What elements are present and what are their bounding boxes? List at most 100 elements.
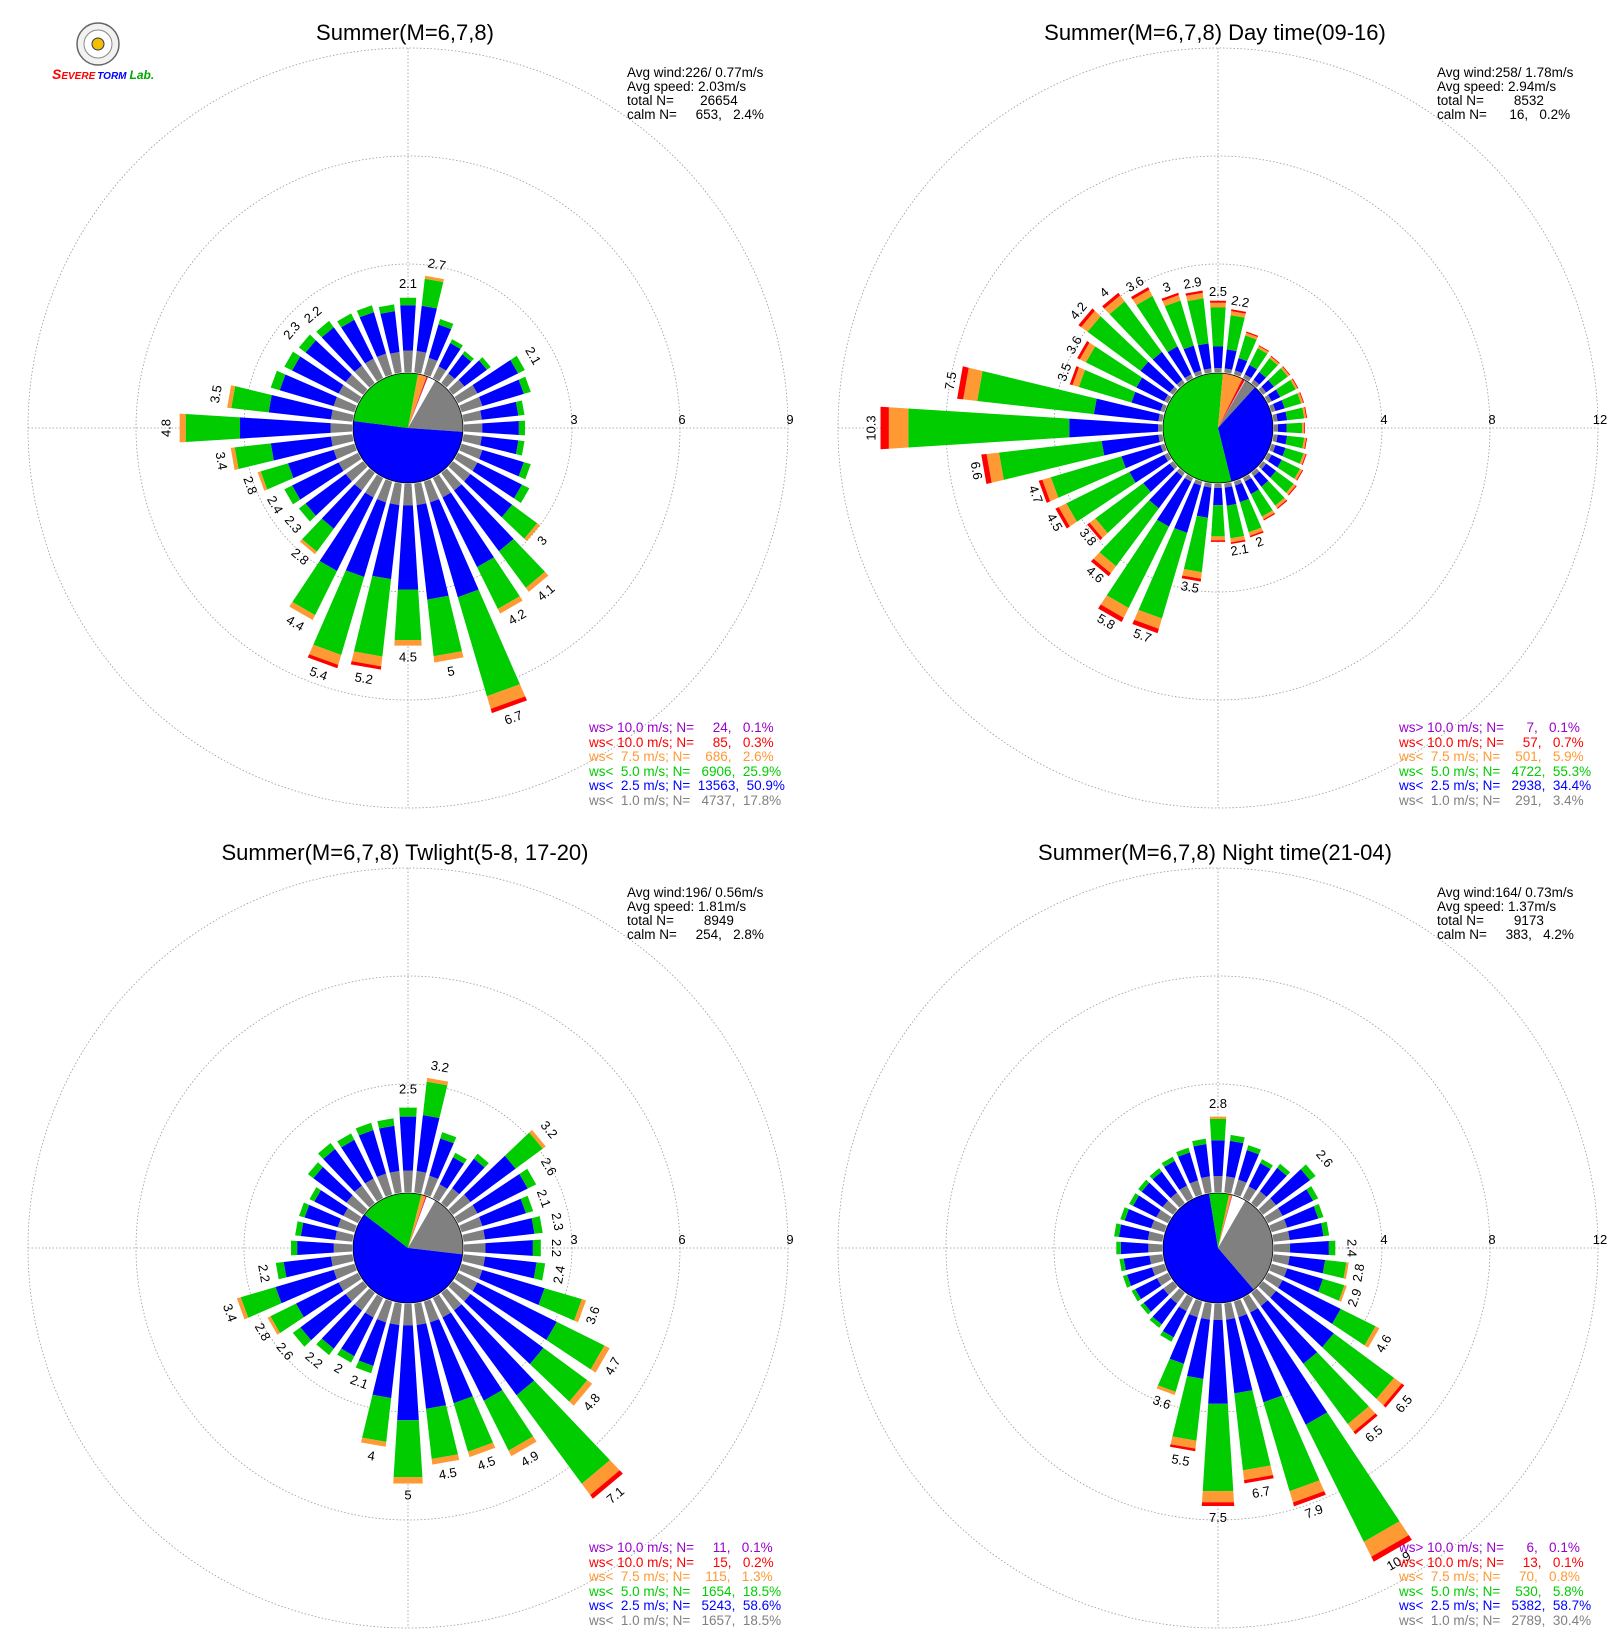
rose-bar-segment [291, 1240, 298, 1256]
rose-bar-segment [292, 462, 344, 500]
bar-value-label: 2.7 [427, 255, 447, 273]
rose-bar-segment [483, 1256, 537, 1279]
rose-bar-segment [1209, 300, 1227, 303]
rose-bar-segment [431, 1454, 460, 1465]
rose-bar-segment [1089, 518, 1108, 539]
hub-pie-slice [1163, 1193, 1254, 1303]
rose-bar-segment [389, 482, 402, 506]
rose-bar-segment [341, 1312, 374, 1357]
rose-bar-segment [1109, 301, 1162, 360]
rose-bar-segment [341, 319, 374, 364]
rose-bar-segment [1278, 1280, 1341, 1324]
rose-bar-segment [1286, 422, 1303, 434]
rose-bar-segment [1276, 499, 1288, 509]
legend-item: ws< 1.0 m/s; N= 2789, 30.4% [1399, 1612, 1592, 1628]
rose-bar-segment [1261, 463, 1277, 478]
rose-bar-segment [483, 1218, 535, 1240]
rose-bar-segment [1264, 1272, 1283, 1288]
rose-bar-segment [319, 492, 374, 572]
rose-bar-segment [292, 1327, 312, 1347]
rose-bar-segment [532, 1239, 541, 1257]
bar-value-label: 3.5 [1054, 361, 1074, 383]
rose-bar-segment [1169, 461, 1178, 470]
total-n-text: total N= 26654 [627, 93, 738, 108]
ring-tick-label: 4 [1380, 1232, 1387, 1247]
ring-tick-label: 9 [786, 1232, 793, 1247]
rose-bar-segment [1224, 368, 1233, 374]
rose-bar-segment [440, 1132, 457, 1144]
rose-bar-segment [1275, 497, 1287, 508]
rose-bar-segment [1264, 1208, 1283, 1224]
legend-item: ws< 1.0 m/s; N= 291, 3.4% [1399, 792, 1584, 808]
bar-value-label: 2.4 [1344, 1239, 1359, 1257]
bar-value-label: 2.9 [1344, 1287, 1364, 1309]
rose-bar-segment [1140, 361, 1175, 393]
rose-bar-segment [448, 379, 465, 395]
chart-title: Summer(M=6,7,8) Day time(09-16) [1044, 20, 1386, 45]
rose-bar-segment [1058, 503, 1077, 527]
rose-bar-segment [1129, 454, 1168, 483]
rose-bar-segment [1292, 1491, 1326, 1507]
rose-bar-segment [1260, 1300, 1318, 1364]
rose-bar-segment [1270, 470, 1294, 493]
rose-bar-segment [1289, 1480, 1325, 1503]
rose-bar-segment [1302, 407, 1307, 419]
rose-bar-segment [1268, 389, 1281, 402]
rose-bar-segment [1244, 1475, 1274, 1484]
rose-bar-segment [1233, 479, 1243, 486]
rose-bar-segment [1087, 522, 1103, 541]
rose-bar-segment [477, 557, 520, 609]
legend-item: ws< 2.5 m/s; N= 2938, 34.4% [1399, 778, 1592, 793]
rose-bar-segment [1230, 539, 1246, 545]
hub-pie-slice [408, 1195, 427, 1248]
rose-bar-segment [1376, 1377, 1402, 1406]
rose-bar-segment [986, 452, 1004, 483]
rose-bar-segment [423, 1299, 440, 1323]
wind-rose-chart: 3 6 92.53.23.22.62.12.32.22.43.64.74.87.14… [27, 867, 794, 1629]
rose-bar-segment [1226, 504, 1245, 539]
rose-bar-segment [1302, 422, 1305, 434]
bar-value-label: 2.3 [282, 513, 305, 536]
hub-pie-slice [1218, 378, 1245, 428]
bar-value-label: 4.7 [1026, 483, 1046, 505]
rose-bar-segment [341, 1139, 374, 1184]
rose-bar-segment [292, 561, 338, 616]
rose-bar-segment [317, 1142, 336, 1159]
rose-bar-segment [304, 1204, 341, 1228]
bar-value-label: 5.2 [354, 669, 374, 687]
rose-bar-segment [1258, 345, 1270, 352]
bar-value-label: 2.2 [301, 303, 324, 326]
bar-value-label: 2.1 [1229, 541, 1249, 559]
rose-bar-segment [1282, 447, 1304, 464]
rose-bar-segment [1343, 1262, 1349, 1279]
rose-bar-segment [354, 1288, 375, 1311]
legend: ws> 10.0 m/s; N= 24, 0.1% ws< 10.0 m/s; N… [589, 720, 785, 808]
rose-bar-segment [546, 1321, 605, 1370]
rose-bar-segment [1371, 1535, 1412, 1562]
legend-item: ws< 7.5 m/s; N= 686, 2.6% [589, 749, 774, 764]
rose-bar-segment [1292, 378, 1299, 389]
rose-bar-segment [345, 499, 387, 578]
rose-bar-segment [1100, 595, 1129, 618]
rose-bar-segment [1304, 406, 1308, 419]
hub-outline [352, 372, 464, 484]
rose-bar-segment [1211, 1140, 1225, 1176]
rose-bar-segment [1172, 1376, 1204, 1441]
rose-bar-segment [459, 443, 483, 460]
rose-bar-segment [1176, 379, 1185, 388]
rose-bar-segment [1149, 1316, 1162, 1328]
rose-bar-segment [429, 1319, 473, 1404]
rose-bar-segment [313, 570, 365, 655]
rose-bar-segment [333, 443, 357, 460]
ring-tick-label: 9 [786, 412, 793, 427]
rose-bar-segment [365, 1178, 384, 1202]
avg-speed-text: Avg speed: 1.37m/s [1437, 899, 1557, 914]
bar-value-label: 3.2 [538, 1118, 561, 1141]
rose-bar-segment [1277, 459, 1301, 479]
bar-value-label: 4.9 [518, 1448, 541, 1470]
rose-bar-segment [1261, 480, 1285, 506]
rose-bar-segment [1147, 1231, 1164, 1242]
rose-bar-segment [1138, 528, 1188, 619]
wind-rose-panel-night: 4 8 12 2.8 2.6 2.4 2.8 2.9 4.6 6.5 6.5 10.9 7.9 6.7 7.… [810, 820, 1620, 1640]
rose-bar-segment [1273, 400, 1285, 412]
